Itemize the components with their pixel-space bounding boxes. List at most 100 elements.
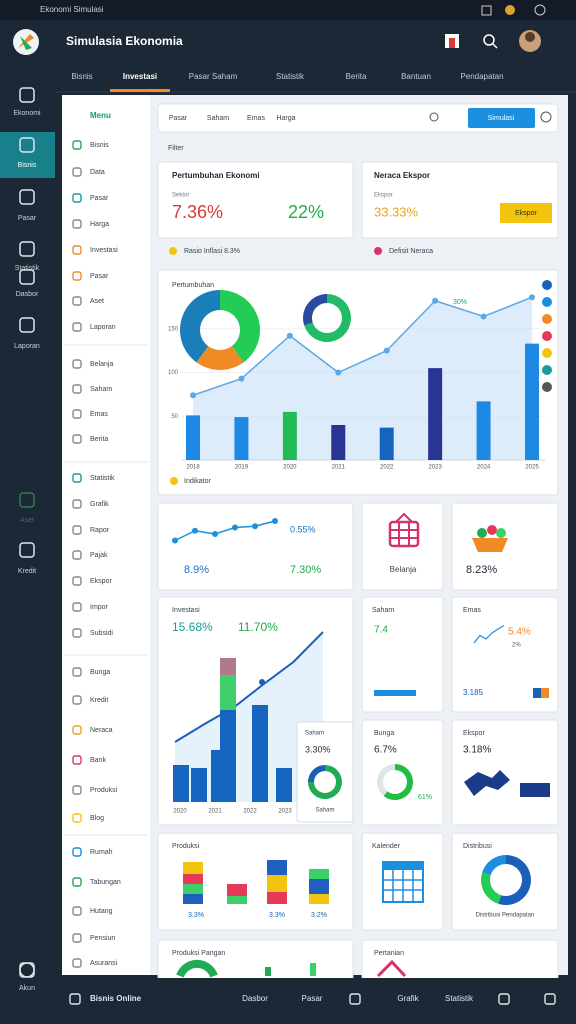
rail-icon[interactable]	[19, 269, 35, 285]
rail-icon[interactable]	[19, 87, 35, 103]
sidebar-item[interactable]: Data	[90, 169, 105, 176]
button-label[interactable]: Ekspor	[515, 210, 537, 217]
side-icon[interactable]	[542, 331, 552, 341]
sidebar-icon[interactable]	[72, 245, 82, 255]
sidebar-icon[interactable]	[72, 755, 82, 765]
export-button[interactable]	[500, 203, 552, 223]
sidebar-icon[interactable]	[72, 628, 82, 638]
rail-label[interactable]: Statistik	[15, 265, 40, 272]
toolbar-tab[interactable]: Pasar	[169, 115, 188, 122]
sidebar-item[interactable]: Blog	[90, 815, 104, 822]
sidebar-item[interactable]: Neraca	[90, 727, 113, 734]
side-icon[interactable]	[542, 297, 552, 307]
sidebar-icon[interactable]	[72, 193, 82, 203]
side-icon[interactable]	[542, 382, 552, 392]
sidebar-item[interactable]: Asuransi	[90, 960, 118, 967]
sidebar-item[interactable]: Impor	[90, 604, 109, 611]
side-icon[interactable]	[542, 280, 552, 290]
rail-label[interactable]: Laporan	[14, 343, 40, 350]
sidebar-icon[interactable]	[72, 695, 82, 705]
sidebar-item[interactable]: Rumah	[90, 849, 113, 856]
rail-label[interactable]: Dasbor	[16, 291, 39, 298]
rail-label[interactable]: Akun	[19, 985, 35, 992]
button-label[interactable]: Simulasi	[488, 115, 515, 122]
sidebar-icon[interactable]	[72, 384, 82, 394]
tab[interactable]: Berita	[346, 72, 367, 81]
side-icon[interactable]	[542, 348, 552, 358]
tab[interactable]: Investasi	[123, 72, 157, 81]
sidebar-icon[interactable]	[72, 602, 82, 612]
sidebar-item[interactable]: Saham	[90, 386, 112, 393]
rail-label[interactable]: Kredit	[18, 568, 36, 575]
toolbar-tab[interactable]: Emas	[247, 115, 265, 122]
sidebar-icon[interactable]	[72, 434, 82, 444]
icon-settings[interactable]	[540, 111, 552, 123]
toolbar-tab[interactable]: Harga	[276, 115, 295, 122]
sidebar-item[interactable]: Bunga	[90, 669, 110, 676]
sidebar-icon[interactable]	[72, 525, 82, 535]
sidebar-icon[interactable]	[72, 725, 82, 735]
sidebar-item[interactable]: Ekspor	[90, 578, 112, 585]
rail-icon[interactable]	[19, 317, 35, 333]
sidebar-item[interactable]: Bisnis	[90, 142, 109, 149]
bottom-nav-item[interactable]: Bisnis Online	[90, 994, 142, 1003]
sidebar-icon[interactable]	[72, 550, 82, 560]
sidebar-icon[interactable]	[72, 667, 82, 677]
sidebar-icon[interactable]	[72, 219, 82, 229]
rail-icon[interactable]	[19, 241, 35, 257]
rail-label[interactable]: Pasar	[18, 215, 37, 222]
rail-label[interactable]: Ekonomi	[13, 110, 41, 117]
rail-icon[interactable]	[19, 137, 35, 153]
sidebar-item[interactable]: Aset	[90, 298, 104, 305]
side-icon[interactable]	[542, 365, 552, 375]
sidebar-item[interactable]: Berita	[90, 436, 108, 443]
sidebar-item[interactable]: Bank	[90, 757, 106, 764]
bottom-nav-item[interactable]: Statistik	[445, 994, 474, 1003]
sidebar-item[interactable]: Pensiun	[90, 935, 115, 942]
bottom-icon[interactable]	[349, 993, 361, 1005]
sidebar-item[interactable]: Laporan	[90, 324, 116, 331]
sidebar-icon[interactable]	[72, 359, 82, 369]
sidebar-item[interactable]: Rapor	[90, 527, 110, 534]
sidebar-item[interactable]: Investasi	[90, 247, 118, 254]
sidebar-icon[interactable]	[72, 847, 82, 857]
icon-search[interactable]	[483, 34, 495, 46]
sidebar-icon[interactable]	[72, 296, 82, 306]
rail-icon[interactable]	[19, 189, 35, 205]
tab[interactable]: Bisnis	[71, 72, 92, 81]
bottom-nav-item[interactable]: Dasbor	[242, 994, 268, 1003]
simulate-button[interactable]	[468, 108, 535, 128]
sidebar-item[interactable]: Harga	[90, 221, 109, 228]
sidebar-icon[interactable]	[72, 877, 82, 887]
bottom-icon[interactable]	[544, 993, 556, 1005]
tab[interactable]: Pasar Saham	[189, 72, 238, 81]
side-icon[interactable]	[542, 314, 552, 324]
sidebar-icon[interactable]	[72, 813, 82, 823]
sidebar-item[interactable]: Kredit	[90, 697, 108, 704]
tab[interactable]: Bantuan	[401, 72, 431, 81]
rail-icon[interactable]	[19, 962, 35, 978]
sidebar-item[interactable]: Pasar	[90, 273, 109, 280]
toolbar-tab[interactable]: Saham	[207, 115, 229, 122]
sidebar-item[interactable]: Statistik	[90, 475, 115, 482]
icon-search[interactable]	[429, 112, 439, 122]
sidebar-item[interactable]: Grafik	[90, 501, 109, 508]
sidebar-icon[interactable]	[72, 473, 82, 483]
sidebar-item[interactable]: Tabungan	[90, 879, 121, 886]
sidebar-icon[interactable]	[72, 933, 82, 943]
sidebar-icon[interactable]	[72, 576, 82, 586]
bottom-icon[interactable]	[69, 993, 81, 1005]
rail-label[interactable]: Aset	[20, 517, 34, 524]
sidebar-icon[interactable]	[72, 409, 82, 419]
tab[interactable]: Pendapatan	[460, 72, 503, 81]
rail-label[interactable]: Bisnis	[18, 162, 37, 169]
sidebar-item[interactable]: Hutang	[90, 908, 113, 915]
sidebar-icon[interactable]	[72, 785, 82, 795]
tab[interactable]: Statistik	[276, 72, 305, 81]
bottom-nav-item[interactable]: Pasar	[302, 994, 323, 1003]
filter[interactable]: Filter	[168, 145, 184, 152]
sidebar-icon[interactable]	[72, 140, 82, 150]
sidebar-item[interactable]: Produksi	[90, 787, 118, 794]
sidebar-item[interactable]: Subsidi	[90, 630, 113, 637]
rail-icon[interactable]	[19, 492, 35, 508]
